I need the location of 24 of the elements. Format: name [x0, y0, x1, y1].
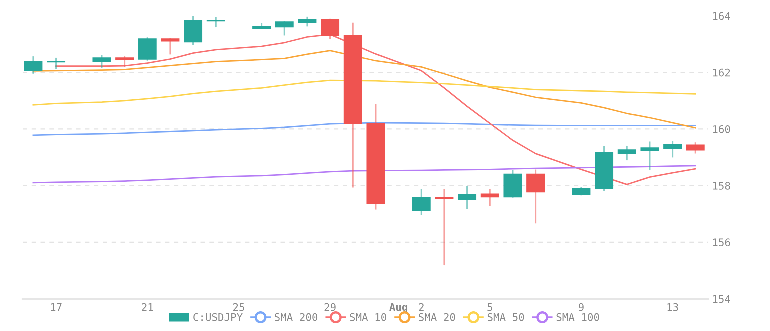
y-tick-label: 154	[713, 295, 730, 304]
x-tick-label: 2	[419, 303, 424, 312]
legend-label: SMA 10	[350, 313, 386, 322]
y-tick-label: 158	[713, 182, 730, 190]
y-tick-label: 156	[713, 238, 730, 247]
y-tick-label: 162	[713, 68, 730, 77]
legend-label: SMA 50	[488, 313, 524, 322]
x-tick-label: 17	[51, 304, 62, 312]
line-series	[32, 80, 696, 106]
x-tick-label: 13	[668, 303, 678, 312]
candlestick	[206, 18, 226, 28]
x-tick-label: 29	[324, 303, 336, 312]
legend-label: SMA 20	[419, 313, 456, 322]
y-tick-label: 164	[713, 12, 730, 20]
legend-label: C:USDJPY	[194, 313, 243, 322]
line-series	[32, 122, 696, 136]
legend-label: SMA 200	[275, 313, 318, 322]
line-series	[32, 165, 696, 184]
x-tick-label: 5	[488, 304, 492, 312]
legend-label: SMA 100	[556, 313, 600, 322]
x-tick-label: 25	[233, 303, 244, 312]
y-tick-label: 160	[713, 125, 730, 134]
x-tick-label: 21	[142, 303, 154, 312]
x-tick-label: 9	[578, 303, 584, 312]
